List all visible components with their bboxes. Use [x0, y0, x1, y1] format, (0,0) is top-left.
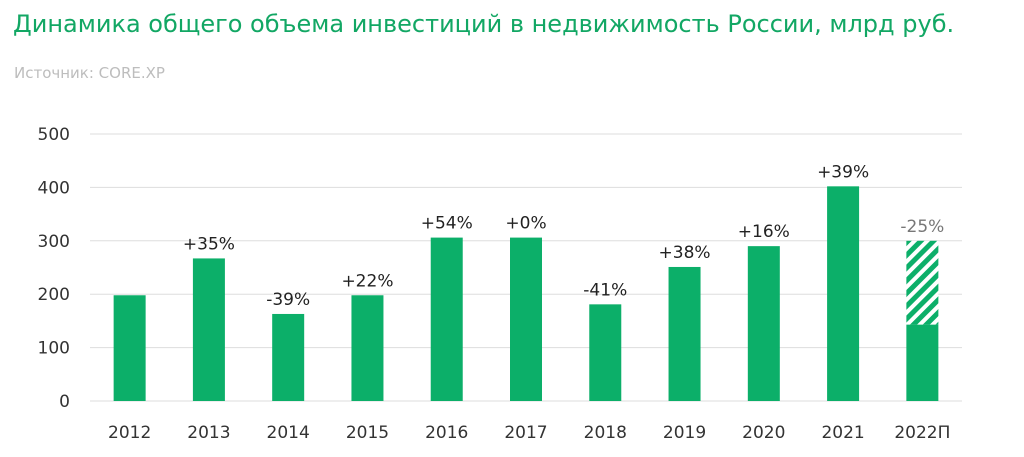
data-label: +22%	[341, 271, 393, 291]
bar	[827, 186, 860, 401]
bar	[589, 304, 622, 401]
data-label: +35%	[183, 234, 235, 254]
y-tick-label: 400	[38, 178, 70, 198]
bar	[272, 313, 305, 401]
chart-source: Источник: CORE.XP	[14, 64, 165, 82]
bar	[351, 295, 384, 401]
x-tick-label: 2019	[663, 423, 706, 443]
data-label: -39%	[266, 290, 310, 310]
data-label: -25%	[900, 217, 944, 237]
x-tick-label: 2021	[821, 423, 864, 443]
bar	[430, 237, 463, 401]
x-tick-label: 2017	[504, 423, 547, 443]
y-tick-label: 0	[59, 392, 70, 412]
bar-forecast-solid	[906, 324, 939, 401]
x-tick-label: 2020	[742, 423, 785, 443]
data-label: +39%	[817, 162, 869, 182]
bar	[192, 258, 225, 401]
bar	[113, 295, 146, 401]
y-tick-label: 500	[38, 125, 70, 145]
y-tick-label: 300	[38, 232, 70, 252]
y-tick-label: 200	[38, 285, 70, 305]
data-label: +16%	[738, 222, 790, 242]
x-tick-label: 2015	[346, 423, 389, 443]
data-label: +0%	[505, 214, 546, 234]
x-tick-label: 2014	[267, 423, 310, 443]
bar	[747, 246, 780, 401]
x-tick-label: 2012	[108, 423, 151, 443]
y-tick-label: 100	[38, 339, 70, 359]
data-label: +54%	[421, 214, 473, 234]
bar-forecast-hatched	[906, 240, 939, 325]
x-tick-label: 2022П	[894, 423, 950, 443]
data-label: -41%	[583, 280, 627, 300]
bar	[510, 237, 542, 401]
chart-title: Динамика общего объема инвестиций в недв…	[13, 10, 955, 38]
data-label: +38%	[659, 243, 711, 263]
x-tick-label: 2018	[584, 423, 627, 443]
x-tick-label: 2016	[425, 423, 468, 443]
bar	[668, 266, 701, 401]
x-tick-label: 2013	[187, 423, 230, 443]
